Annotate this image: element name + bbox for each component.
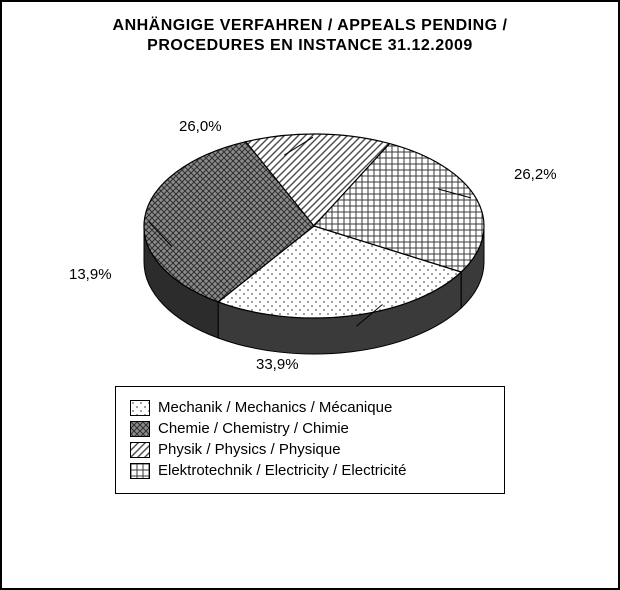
legend-item-chemistry: Chemie / Chemistry / Chimie xyxy=(130,420,490,437)
title-line-1: ANHÄNGIGE VERFAHREN / APPEALS PENDING / xyxy=(113,17,508,34)
legend-item-physics: Physik / Physics / Physique xyxy=(130,441,490,458)
pie-chart: 26,2% 33,9% 13,9% 26,0% xyxy=(14,56,606,386)
legend-swatch-electricity xyxy=(130,463,150,479)
legend-swatch-chemistry xyxy=(130,421,150,437)
legend: Mechanik / Mechanics / Mécanique Chemie /… xyxy=(115,386,505,494)
pct-label-physics: 13,9% xyxy=(69,266,112,283)
legend-swatch-mechanics xyxy=(130,400,150,416)
pct-label-mechanics: 26,2% xyxy=(514,166,557,183)
legend-label-electricity: Elektrotechnik / Electricity / Electrici… xyxy=(158,462,406,479)
pct-label-chemistry: 33,9% xyxy=(256,356,299,373)
legend-label-chemistry: Chemie / Chemistry / Chimie xyxy=(158,420,349,437)
chart-frame: ANHÄNGIGE VERFAHREN / APPEALS PENDING / … xyxy=(0,0,620,590)
chart-title: ANHÄNGIGE VERFAHREN / APPEALS PENDING / … xyxy=(14,16,606,56)
legend-label-mechanics: Mechanik / Mechanics / Mécanique xyxy=(158,399,392,416)
legend-label-physics: Physik / Physics / Physique xyxy=(158,441,341,458)
title-line-2: PROCEDURES EN INSTANCE 31.12.2009 xyxy=(147,37,473,54)
pct-label-electricity: 26,0% xyxy=(179,118,222,135)
legend-swatch-physics xyxy=(130,442,150,458)
legend-item-electricity: Elektrotechnik / Electricity / Electrici… xyxy=(130,462,490,479)
legend-item-mechanics: Mechanik / Mechanics / Mécanique xyxy=(130,399,490,416)
